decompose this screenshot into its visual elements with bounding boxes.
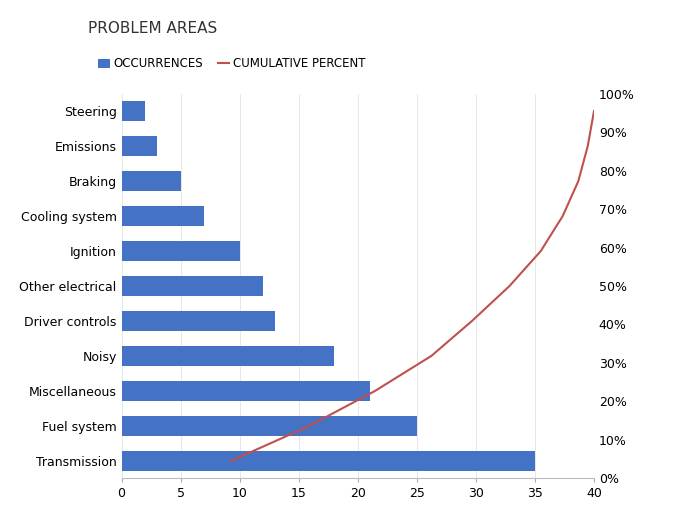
Bar	[122, 206, 204, 226]
Bar	[122, 277, 263, 295]
Bar	[122, 241, 240, 261]
Bar	[122, 136, 157, 155]
Bar	[122, 451, 535, 471]
Bar	[122, 346, 334, 366]
Text: PROBLEM AREAS: PROBLEM AREAS	[88, 21, 217, 36]
Bar	[122, 101, 145, 121]
Legend: OCCURRENCES, CUMULATIVE PERCENT: OCCURRENCES, CUMULATIVE PERCENT	[94, 53, 370, 75]
Bar	[122, 381, 370, 400]
Bar	[122, 172, 180, 191]
Bar	[122, 417, 416, 436]
Bar	[122, 311, 275, 331]
